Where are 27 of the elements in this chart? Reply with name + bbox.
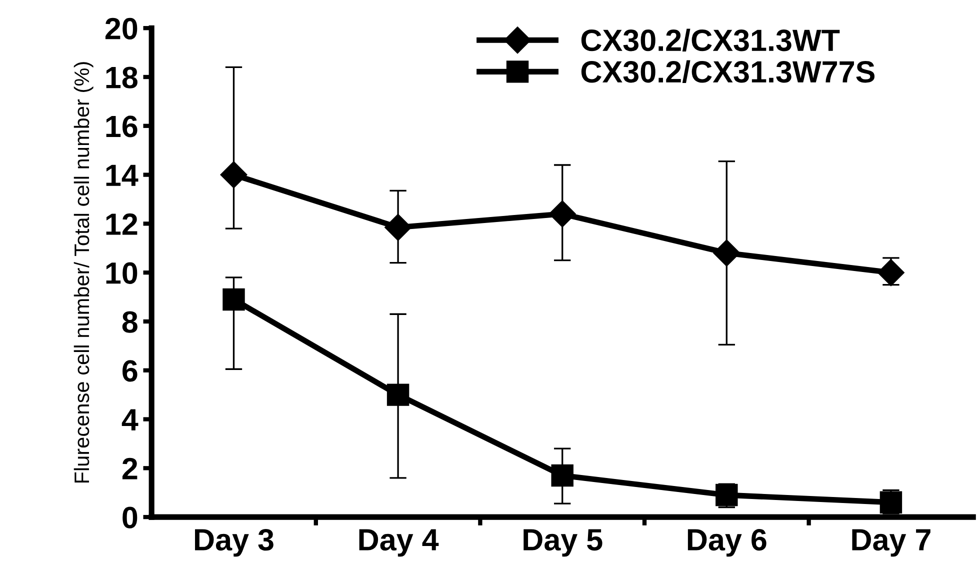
y-tick-label: 8: [122, 311, 138, 333]
y-tick-label: 18: [106, 66, 138, 88]
point: [877, 259, 904, 286]
point: [548, 200, 576, 228]
x-tick-label: Day 3: [195, 528, 274, 557]
x-tick-label: Day 4: [359, 529, 439, 557]
y-tick-label: 4: [122, 409, 138, 430]
y-tick-label: 0: [122, 506, 138, 528]
point: [384, 214, 412, 241]
legend-label: CX30.2/CX31.3W77S: [581, 60, 874, 84]
point: [551, 464, 574, 487]
y-axis-title: Flurecense cell number/ Total cell number (%): [74, 62, 94, 483]
x-tick-label: Day 5: [524, 529, 602, 557]
point: [386, 384, 410, 406]
y-tick-label: 12: [106, 213, 138, 235]
legend-label: CX30.2/CX31.3WT: [581, 28, 840, 52]
y-tick-label: 10: [106, 262, 138, 284]
y-tick-label: 14: [106, 164, 138, 186]
x-tick-label: Day 7: [852, 529, 930, 557]
point: [713, 240, 740, 266]
y-tick-label: 20: [105, 18, 138, 40]
point: [220, 161, 248, 188]
x-tick-label: Day 6: [688, 528, 766, 557]
y-tick-label: 16: [106, 116, 138, 138]
point: [222, 288, 245, 311]
y-tick-label: 2: [122, 458, 138, 480]
y-tick-label: 6: [122, 360, 138, 382]
